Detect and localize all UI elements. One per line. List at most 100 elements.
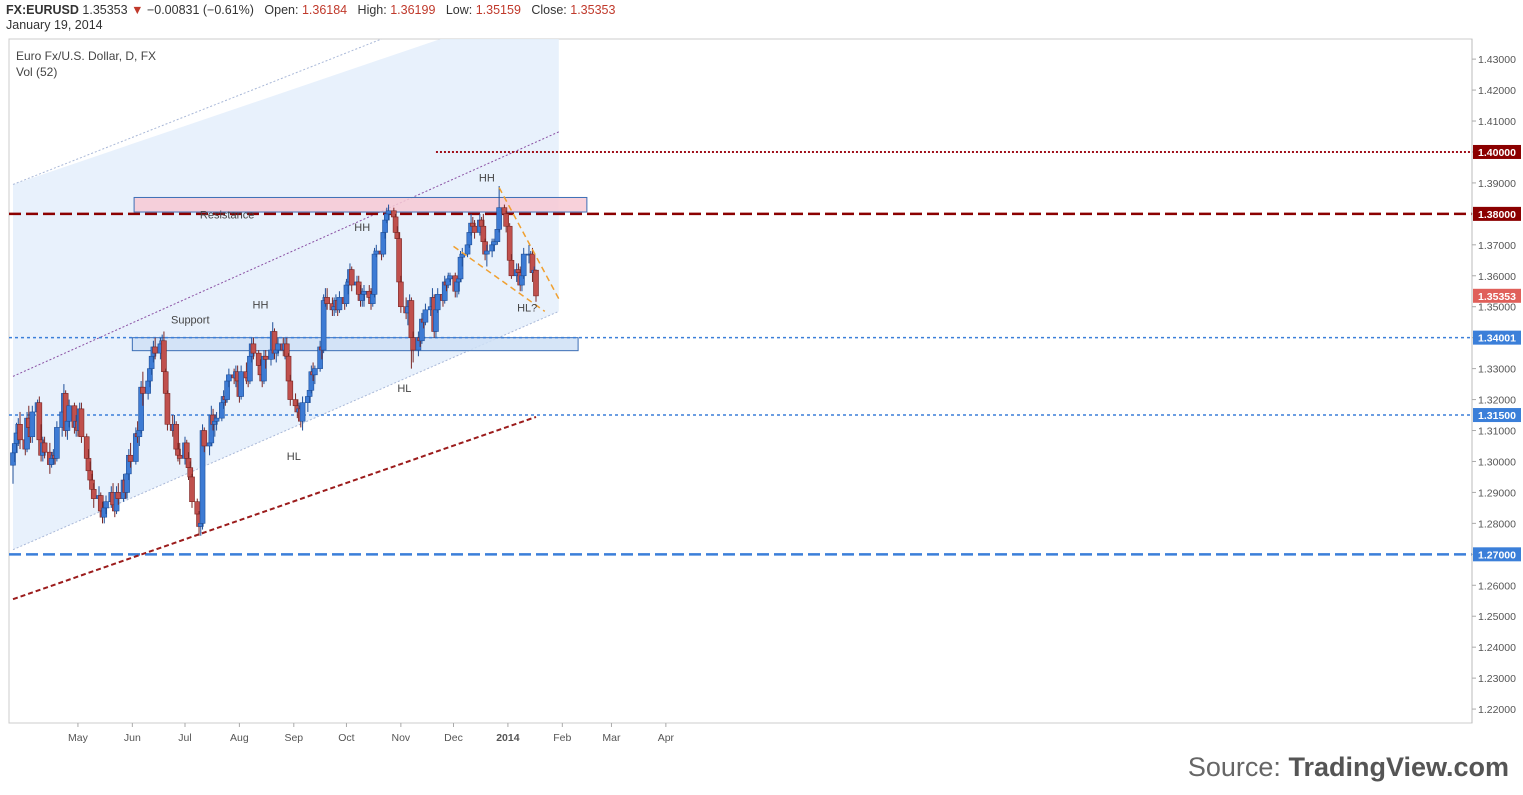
candle-body xyxy=(250,343,257,354)
candle-body xyxy=(54,427,60,459)
candle-body xyxy=(459,253,466,258)
high-label: High: xyxy=(357,3,387,17)
annotation-label: HH xyxy=(253,299,269,311)
candle-body xyxy=(78,408,85,438)
annotations: Resistance Support HH HH HH HL HL HL? xyxy=(171,172,537,463)
symbol-name: FX:EURUSD xyxy=(6,3,79,17)
candle-body xyxy=(152,346,158,354)
x-tick-label: Dec xyxy=(444,732,463,744)
price-tag-bg xyxy=(1473,206,1521,221)
candle-body xyxy=(508,259,515,277)
candle-body xyxy=(373,250,380,255)
close-value: 1.35353 xyxy=(570,3,616,17)
candle-body xyxy=(262,355,269,360)
source-brand: TradingView.com xyxy=(1288,752,1509,782)
last-price: 1.35353 xyxy=(82,3,128,17)
price-tag-label: 1.31500 xyxy=(1478,410,1516,422)
candle-body xyxy=(312,368,318,376)
uptrend-line xyxy=(12,415,537,601)
x-tick-label: Jun xyxy=(124,732,141,744)
candle-body xyxy=(189,476,195,503)
price-tag-label: 1.27000 xyxy=(1478,549,1516,561)
y-tick-label: 1.30000 xyxy=(1478,456,1516,468)
candle-body xyxy=(140,386,146,394)
wedge xyxy=(453,187,562,312)
resistance-zone xyxy=(133,196,588,213)
y-tick-label: 1.37000 xyxy=(1478,240,1516,252)
wedge-upper-line xyxy=(498,187,562,303)
annotation-label: HL xyxy=(287,451,301,463)
y-tick-label: 1.24000 xyxy=(1478,642,1516,654)
annotation-label: HH xyxy=(479,172,495,184)
candle-body xyxy=(434,294,441,311)
candle-body xyxy=(238,371,244,397)
price-tag-label: 1.34001 xyxy=(1478,333,1516,345)
price-tag-bg xyxy=(1473,330,1521,345)
annotation-label: HH xyxy=(354,222,370,234)
legend-title: Euro Fx/U.S. Dollar, D, FX xyxy=(16,49,156,63)
candle-body xyxy=(348,269,355,286)
x-tick-label: Oct xyxy=(338,732,354,744)
candle-body xyxy=(320,300,327,351)
y-tick-label: 1.31000 xyxy=(1478,426,1516,438)
candle-body xyxy=(410,337,416,351)
candle-body xyxy=(176,454,183,459)
open-value: 1.36184 xyxy=(301,3,348,17)
candle-body xyxy=(127,454,134,462)
candle-body xyxy=(66,405,72,422)
candle-body xyxy=(484,250,490,255)
candle-body xyxy=(17,424,23,441)
annotation-label: Resistance xyxy=(200,210,254,222)
source-credit: Source: TradingView.com xyxy=(1188,752,1509,783)
candle-body xyxy=(162,371,169,394)
candle-body xyxy=(471,225,478,233)
close-label: Close: xyxy=(531,3,567,17)
y-tick-label: 1.23000 xyxy=(1478,673,1516,685)
candle-body xyxy=(299,402,306,422)
y-tick-label: 1.32000 xyxy=(1478,395,1516,407)
high-value: 1.36199 xyxy=(390,3,436,17)
drawn-lines xyxy=(9,150,1472,601)
candle-body xyxy=(385,210,392,215)
x-tick-label: Mar xyxy=(602,732,621,744)
price-tag-bg xyxy=(1473,408,1521,423)
candle-body xyxy=(371,253,378,295)
candles xyxy=(10,186,539,536)
x-tick-label: Apr xyxy=(658,732,675,744)
annotation-label: HL? xyxy=(517,302,537,314)
chart-legend: Euro Fx/U.S. Dollar, D, FX Vol (52) xyxy=(16,49,156,79)
x-tick-label: Nov xyxy=(392,732,411,744)
low-value: 1.35159 xyxy=(475,3,521,17)
candle-body xyxy=(201,430,208,447)
channel-fill xyxy=(13,39,559,550)
y-tick-label: 1.35000 xyxy=(1478,302,1516,314)
price-tag-bg xyxy=(1473,144,1521,159)
candle-body xyxy=(213,417,220,422)
candle-body xyxy=(275,343,281,351)
y-tick-label: 1.39000 xyxy=(1478,178,1516,190)
candle-body xyxy=(324,297,330,304)
candle-body xyxy=(287,380,294,400)
chart-date: January 19, 2014 xyxy=(6,18,103,32)
x-tick-label: Feb xyxy=(553,732,571,744)
price-tag-label: 1.40000 xyxy=(1478,147,1516,159)
candle-body xyxy=(103,501,109,509)
candle-body xyxy=(115,492,122,499)
wedge-lower-line xyxy=(453,245,546,312)
candle-body xyxy=(361,290,367,295)
candle-body xyxy=(29,411,36,438)
y-tick-label: 1.22000 xyxy=(1478,704,1516,716)
x-tick-label: Jul xyxy=(178,732,191,744)
candle-body xyxy=(433,309,439,332)
price-tag-label: 1.35353 xyxy=(1478,291,1516,303)
y-tick-label: 1.36000 xyxy=(1478,271,1516,283)
candle-body xyxy=(503,213,509,227)
annotation-label: Support xyxy=(171,315,210,327)
price-tag-label: 1.38000 xyxy=(1478,209,1516,221)
candle-body xyxy=(226,374,232,382)
candle-body xyxy=(164,393,171,425)
candle-body xyxy=(90,489,97,499)
candle-body xyxy=(520,253,527,277)
candle-body xyxy=(422,309,429,323)
